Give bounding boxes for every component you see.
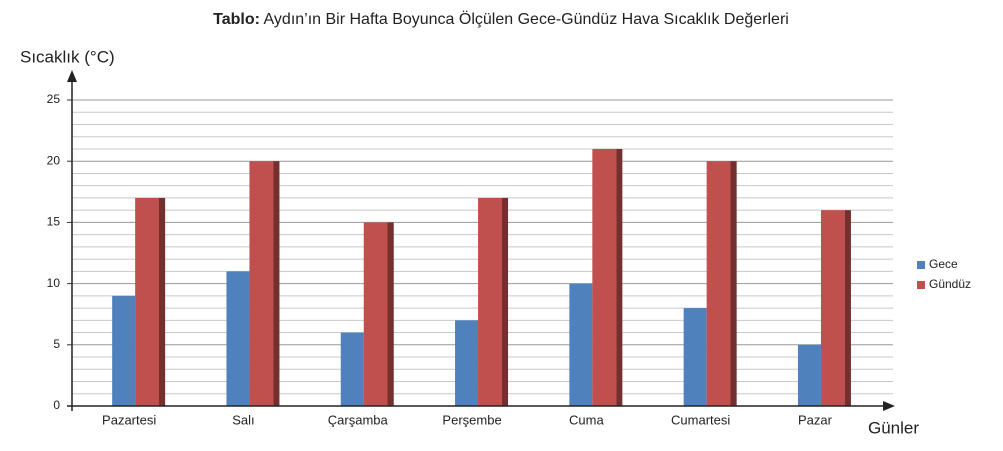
y-tick-label: 15 bbox=[47, 215, 61, 229]
bar bbox=[363, 222, 394, 406]
x-tick-label: Pazartesi bbox=[102, 412, 156, 427]
y-tick-label: 25 bbox=[47, 92, 61, 106]
bar bbox=[135, 197, 166, 406]
bar bbox=[249, 161, 280, 406]
legend-label: Gece bbox=[929, 257, 958, 271]
legend-swatch bbox=[917, 281, 925, 289]
x-tick-label: Perşembe bbox=[442, 412, 501, 427]
x-tick-label: Çarşamba bbox=[328, 412, 389, 427]
bar bbox=[112, 295, 136, 406]
y-tick-label: 10 bbox=[47, 276, 61, 290]
bar bbox=[340, 332, 364, 406]
bar bbox=[797, 344, 821, 406]
y-tick-label: 5 bbox=[53, 337, 60, 351]
bar bbox=[706, 161, 737, 406]
x-tick-label: Cuma bbox=[569, 412, 604, 427]
bar bbox=[455, 320, 479, 406]
x-tick-label: Salı bbox=[232, 412, 254, 427]
title-text: Aydın’ın Bir Hafta Boyunca Ölçülen Gece-… bbox=[264, 10, 789, 28]
x-axis-label: Günler bbox=[868, 418, 919, 437]
y-axis-arrow bbox=[67, 70, 77, 82]
title-label: Tablo: bbox=[213, 11, 260, 28]
bar bbox=[592, 148, 623, 406]
x-tick-label: Pazar bbox=[798, 412, 833, 427]
y-tick-label: 20 bbox=[47, 153, 61, 167]
bar bbox=[226, 271, 250, 406]
bar bbox=[478, 197, 509, 406]
y-tick-label: 0 bbox=[53, 398, 60, 412]
legend-swatch bbox=[917, 261, 925, 269]
bar bbox=[820, 210, 851, 406]
bar bbox=[569, 283, 593, 406]
y-axis-label: Sıcaklık (°C) bbox=[20, 47, 115, 66]
legend-label: Gündüz bbox=[929, 277, 971, 291]
x-tick-label: Cumartesi bbox=[671, 412, 730, 427]
bar bbox=[683, 308, 707, 406]
x-axis-arrow bbox=[883, 401, 895, 411]
chart-title: Tablo: Aydın’ın Bir Hafta Boyunca Ölçüle… bbox=[213, 10, 789, 28]
